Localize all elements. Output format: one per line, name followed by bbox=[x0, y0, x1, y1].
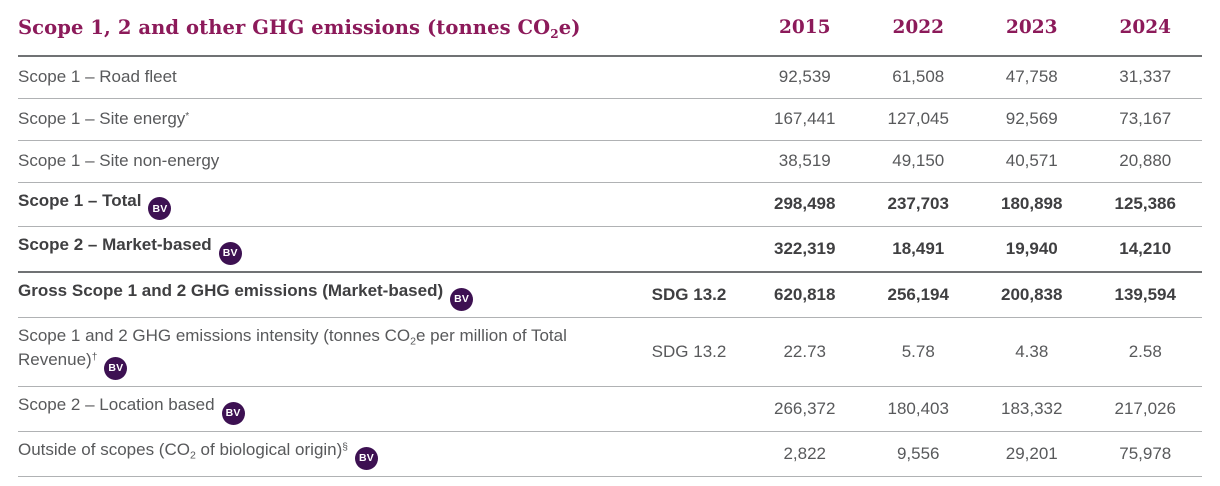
value-2015: 266,372 bbox=[774, 399, 836, 419]
value-2015: 22.73 bbox=[783, 342, 827, 362]
value-2024: 73,167 bbox=[1119, 109, 1172, 128]
sdg-reference bbox=[630, 98, 748, 140]
value-2023: 200,838 bbox=[1001, 285, 1063, 305]
value-2023: 4.38 bbox=[1015, 342, 1049, 362]
year-column-header: 2024 bbox=[1119, 17, 1172, 38]
table-row: Scope 1 – Total BV 298,498 237,703 180,89… bbox=[18, 182, 1202, 227]
value-2022: 18,491 bbox=[892, 239, 945, 259]
row-label: Scope 2 – Market-based bbox=[18, 235, 212, 255]
table-row: Gross Scope 1 and 2 GHG emissions (Marke… bbox=[18, 272, 1202, 318]
value-2015: 322,319 bbox=[774, 239, 836, 259]
row-label: Scope 1 – Total bbox=[18, 190, 142, 210]
ghg-emissions-table: Scope 1, 2 and other GHG emissions (tonn… bbox=[18, 0, 1202, 477]
table-row: Scope 1 – Site energy* 167,441 127,045 9… bbox=[18, 98, 1202, 140]
row-label: Scope 2 – Location based bbox=[18, 395, 215, 415]
table-head: Scope 1, 2 and other GHG emissions (tonn… bbox=[18, 0, 1202, 56]
row-label: Outside of scopes (CO2 of biological ori… bbox=[18, 440, 348, 463]
sdg-reference: SDG 13.2 bbox=[651, 342, 727, 362]
year-column-header: 2023 bbox=[1006, 17, 1058, 38]
bv-verification-badge: BV bbox=[148, 197, 172, 221]
value-2015: 298,498 bbox=[774, 194, 836, 214]
value-2022: 127,045 bbox=[887, 109, 949, 128]
bv-verification-badge: BV bbox=[354, 447, 378, 471]
value-2023: 47,758 bbox=[1005, 67, 1058, 87]
table-row: Scope 1 and 2 GHG emissions intensity (t… bbox=[18, 318, 1202, 387]
value-2024: 31,337 bbox=[1119, 67, 1172, 87]
row-label-cell: Scope 1 – Site non-energy bbox=[18, 140, 630, 182]
table-row: Scope 1 – Road fleet 92,539 61,508 47,75… bbox=[18, 56, 1202, 98]
year-column-header: 2022 bbox=[892, 17, 945, 38]
value-2024: 139,594 bbox=[1114, 285, 1176, 305]
value-2024: 2.58 bbox=[1128, 342, 1162, 362]
table-title: Scope 1, 2 and other GHG emissions (tonn… bbox=[18, 16, 581, 42]
value-2024: 125,386 bbox=[1114, 194, 1176, 214]
row-label-cell: Scope 1 – Road fleet bbox=[18, 56, 630, 98]
value-2022: 61,508 bbox=[892, 67, 945, 87]
value-2023: 19,940 bbox=[1005, 239, 1058, 259]
sdg-reference bbox=[630, 387, 748, 432]
table-row: Scope 1 – Site non-energy 38,519 49,150 … bbox=[18, 140, 1202, 182]
value-2024: 75,978 bbox=[1119, 444, 1172, 464]
sdg-reference bbox=[630, 432, 748, 477]
table-row: Scope 2 – Location based BV 266,372 180,4… bbox=[18, 387, 1202, 432]
value-2015: 167,441 bbox=[774, 109, 836, 128]
sdg-column-header bbox=[630, 0, 748, 56]
table-body: Scope 1 – Road fleet 92,539 61,508 47,75… bbox=[18, 56, 1202, 477]
bv-verification-badge: BV bbox=[104, 357, 128, 381]
value-2022: 49,150 bbox=[892, 151, 945, 170]
sdg-reference: SDG 13.2 bbox=[651, 285, 727, 305]
value-2015: 92,539 bbox=[778, 67, 831, 87]
value-2022: 5.78 bbox=[901, 342, 935, 362]
row-label: Scope 1 – Road fleet bbox=[18, 67, 177, 87]
value-2022: 256,194 bbox=[887, 285, 949, 305]
row-label-cell: Scope 1 and 2 GHG emissions intensity (t… bbox=[18, 318, 630, 387]
value-2023: 183,332 bbox=[1001, 399, 1063, 419]
row-label-cell: Scope 1 – Total BV bbox=[18, 182, 630, 227]
table-header-row: Scope 1, 2 and other GHG emissions (tonn… bbox=[18, 0, 1202, 56]
year-column-header: 2015 bbox=[779, 17, 831, 38]
value-2023: 40,571 bbox=[1005, 151, 1058, 170]
row-label-cell: Scope 1 – Site energy* bbox=[18, 98, 630, 140]
bv-verification-badge: BV bbox=[218, 242, 242, 266]
sdg-reference bbox=[630, 227, 748, 272]
value-2024: 14,210 bbox=[1119, 239, 1172, 259]
value-2022: 9,556 bbox=[896, 444, 940, 464]
value-2023: 180,898 bbox=[1001, 194, 1063, 214]
row-label: Scope 1 and 2 GHG emissions intensity (t… bbox=[18, 326, 567, 370]
row-label-cell: Scope 2 – Location based BV bbox=[18, 387, 630, 432]
table-row: Scope 2 – Market-based BV 322,319 18,491 … bbox=[18, 227, 1202, 273]
value-2015: 38,519 bbox=[778, 151, 831, 170]
value-2024: 217,026 bbox=[1114, 399, 1176, 419]
value-2015: 2,822 bbox=[783, 444, 827, 464]
value-2022: 237,703 bbox=[887, 194, 949, 214]
row-label: Gross Scope 1 and 2 GHG emissions (Marke… bbox=[18, 281, 444, 301]
row-label: Scope 1 – Site non-energy bbox=[18, 150, 220, 170]
sdg-reference bbox=[630, 56, 748, 98]
bv-verification-badge: BV bbox=[450, 288, 474, 312]
value-2023: 29,201 bbox=[1005, 444, 1058, 464]
sdg-reference bbox=[630, 140, 748, 182]
bv-verification-badge: BV bbox=[221, 402, 245, 426]
value-2015: 620,818 bbox=[774, 285, 836, 305]
row-label-cell: Outside of scopes (CO2 of biological ori… bbox=[18, 432, 630, 477]
sdg-reference bbox=[630, 182, 748, 227]
row-label-cell: Gross Scope 1 and 2 GHG emissions (Marke… bbox=[18, 272, 630, 317]
table-row: Outside of scopes (CO2 of biological ori… bbox=[18, 432, 1202, 477]
row-label-cell: Scope 2 – Market-based BV bbox=[18, 227, 630, 272]
value-2024: 20,880 bbox=[1119, 151, 1172, 170]
row-label: Scope 1 – Site energy* bbox=[18, 108, 190, 128]
value-2023: 92,569 bbox=[1005, 109, 1058, 128]
value-2022: 180,403 bbox=[887, 399, 949, 419]
